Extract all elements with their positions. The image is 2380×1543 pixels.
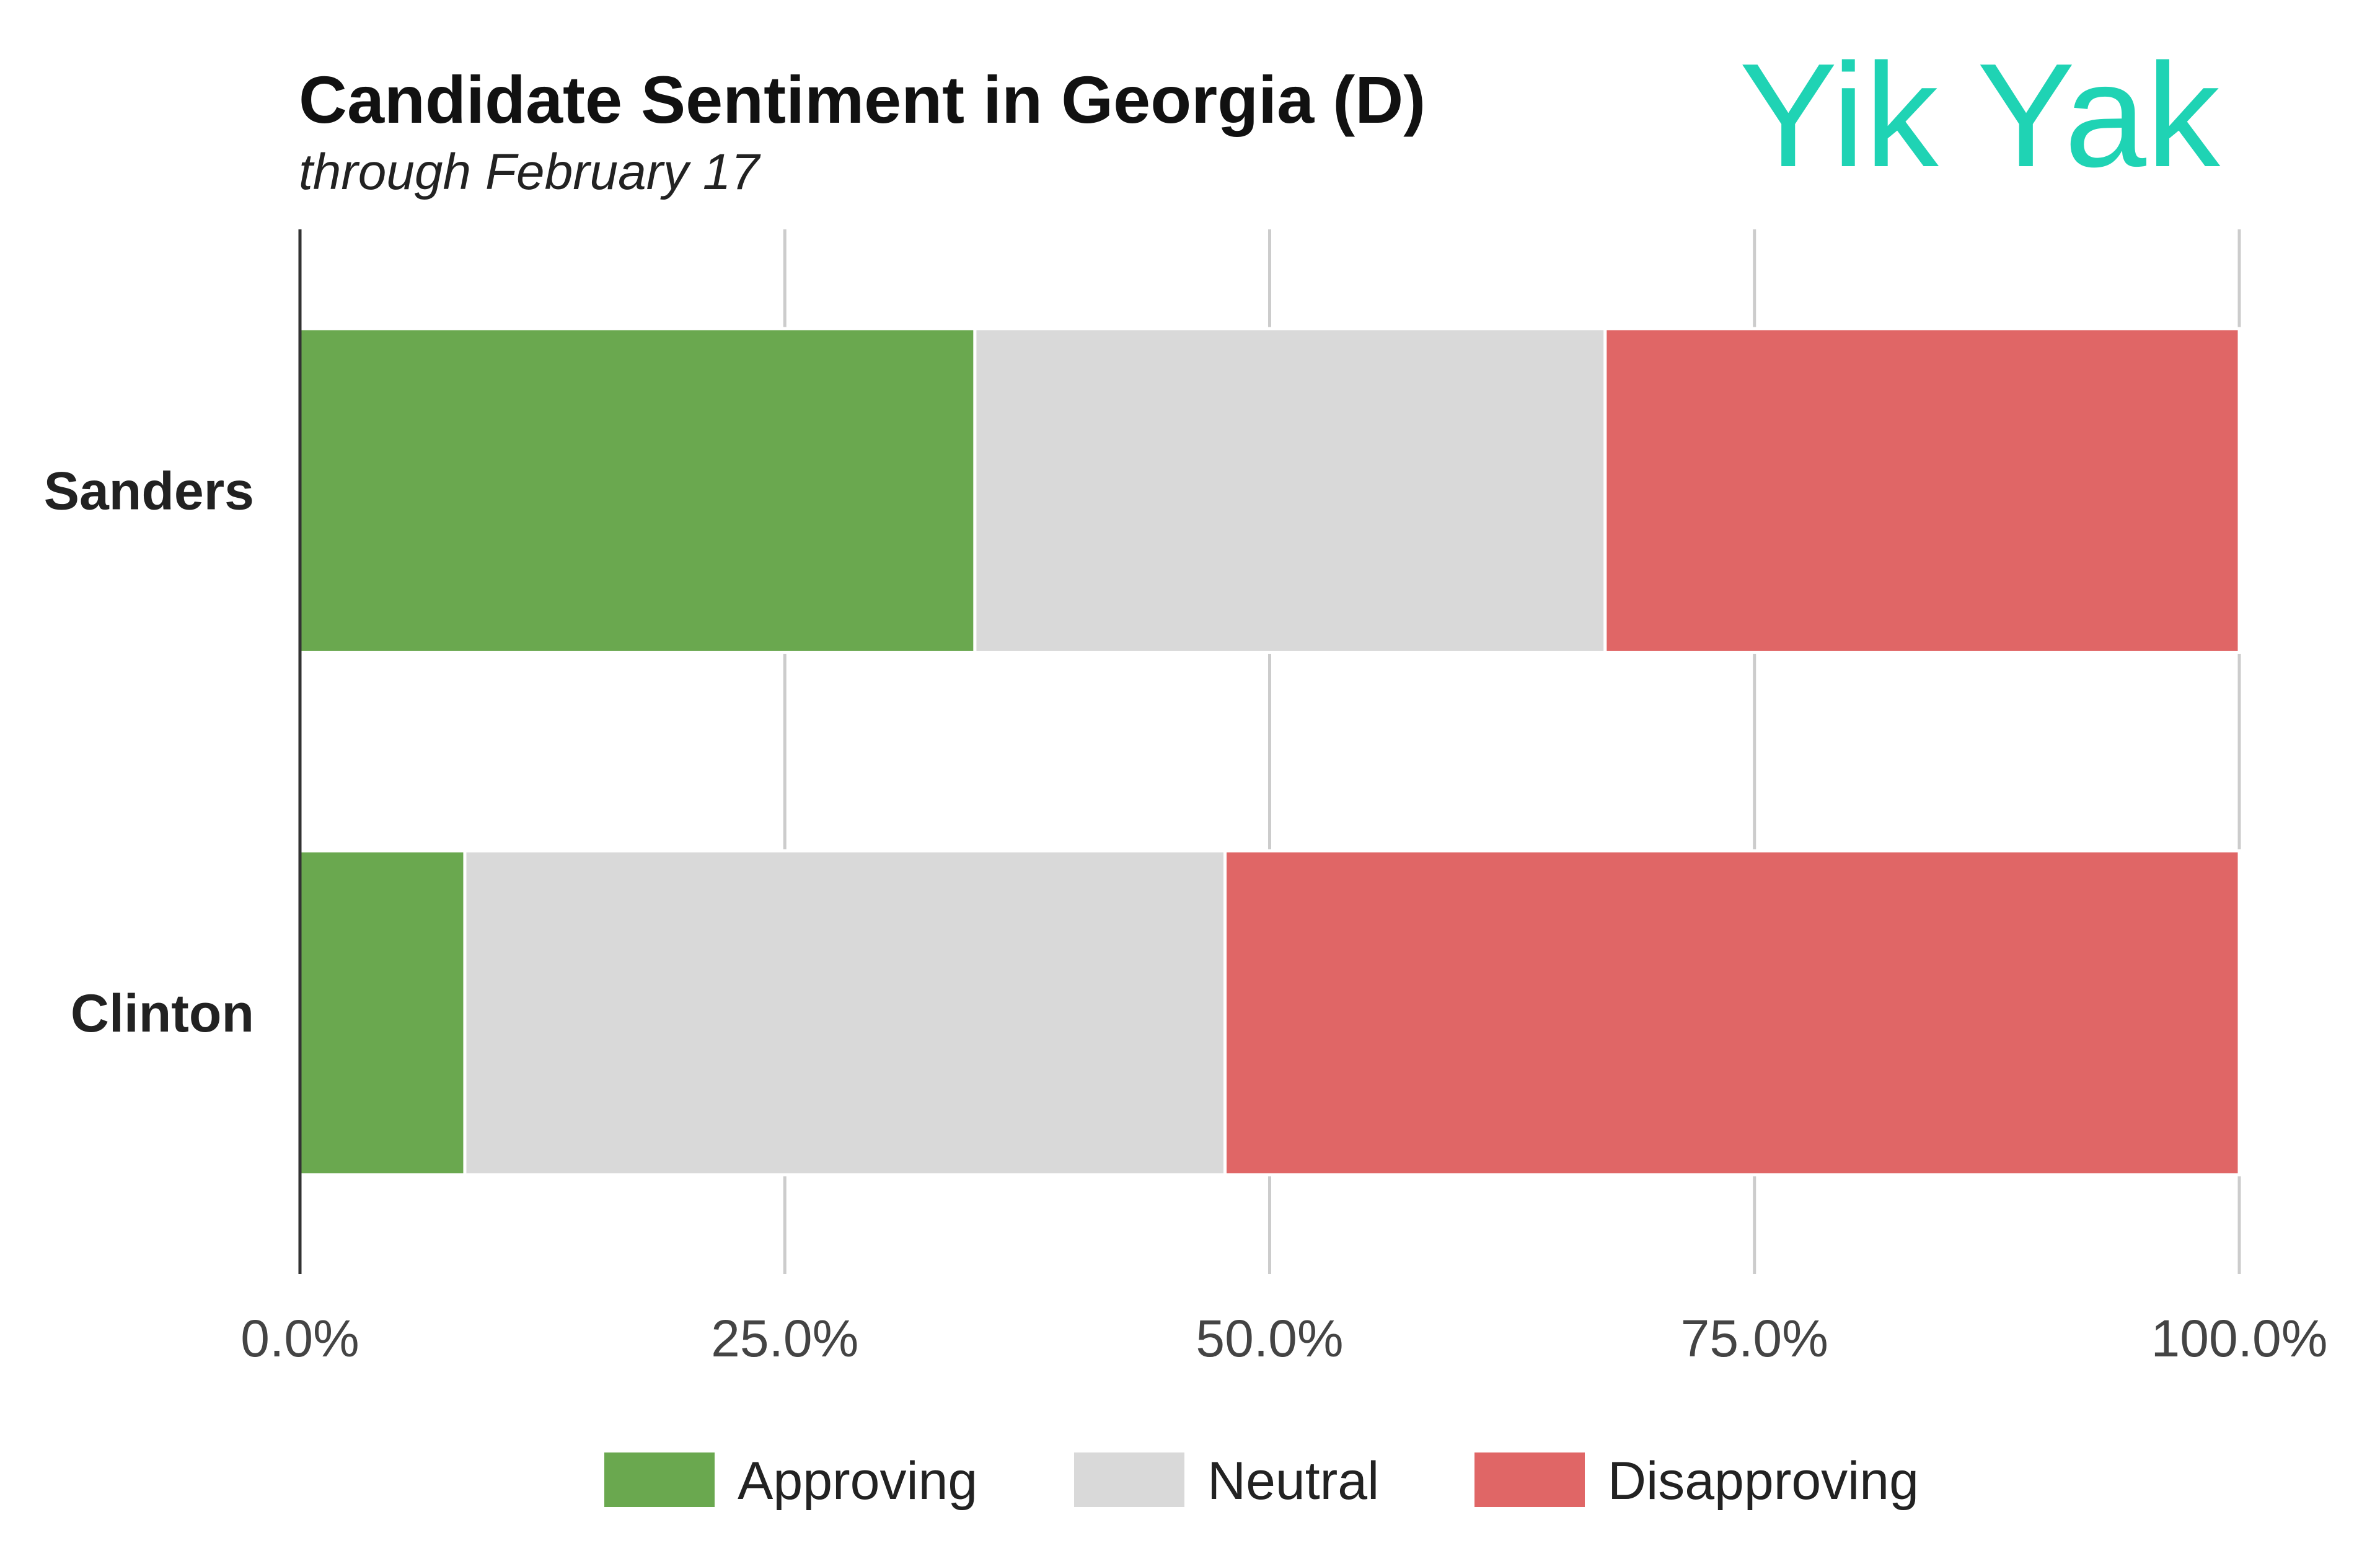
bar-neutral-sanders [973, 327, 1607, 654]
x-tick-label: 0.0% [240, 1309, 359, 1368]
legend: Approving Neutral Disapproving [604, 1451, 1919, 1511]
legend-label: Approving [738, 1451, 977, 1511]
x-tick-label: 100.0% [2151, 1309, 2328, 1368]
chart-subtitle: through February 17 [299, 144, 761, 200]
bar-approving-sanders [298, 327, 977, 654]
legend-label: Neutral [1207, 1451, 1379, 1511]
legend-item: Neutral [1074, 1451, 1379, 1511]
legend-swatch [1474, 1452, 1585, 1507]
brand-logo: Yik Yak [1739, 33, 2221, 198]
category-label: Sanders [44, 461, 254, 521]
legend-item: Disapproving [1474, 1451, 1919, 1511]
legend-item: Approving [604, 1451, 977, 1511]
bar-approving-clinton [298, 849, 467, 1177]
category-labels: Sanders Clinton [44, 461, 254, 1043]
legend-swatch [604, 1452, 715, 1507]
legend-label: Disapproving [1608, 1451, 1919, 1511]
x-tick-label: 25.0% [711, 1309, 858, 1368]
x-tick-label: 50.0% [1196, 1309, 1343, 1368]
bars [298, 327, 2241, 1177]
bar-neutral-clinton [463, 849, 1227, 1177]
category-label: Clinton [71, 984, 254, 1043]
x-tick-label: 75.0% [1681, 1309, 1828, 1368]
bar-disapproving-sanders [1603, 327, 2241, 654]
bar-disapproving-clinton [1223, 849, 2241, 1177]
chart-title: Candidate Sentiment in Georgia (D) [299, 62, 1426, 137]
x-axis-tick-labels: 0.0% 25.0% 50.0% 75.0% 100.0% [240, 1309, 2327, 1368]
legend-swatch [1074, 1452, 1184, 1507]
